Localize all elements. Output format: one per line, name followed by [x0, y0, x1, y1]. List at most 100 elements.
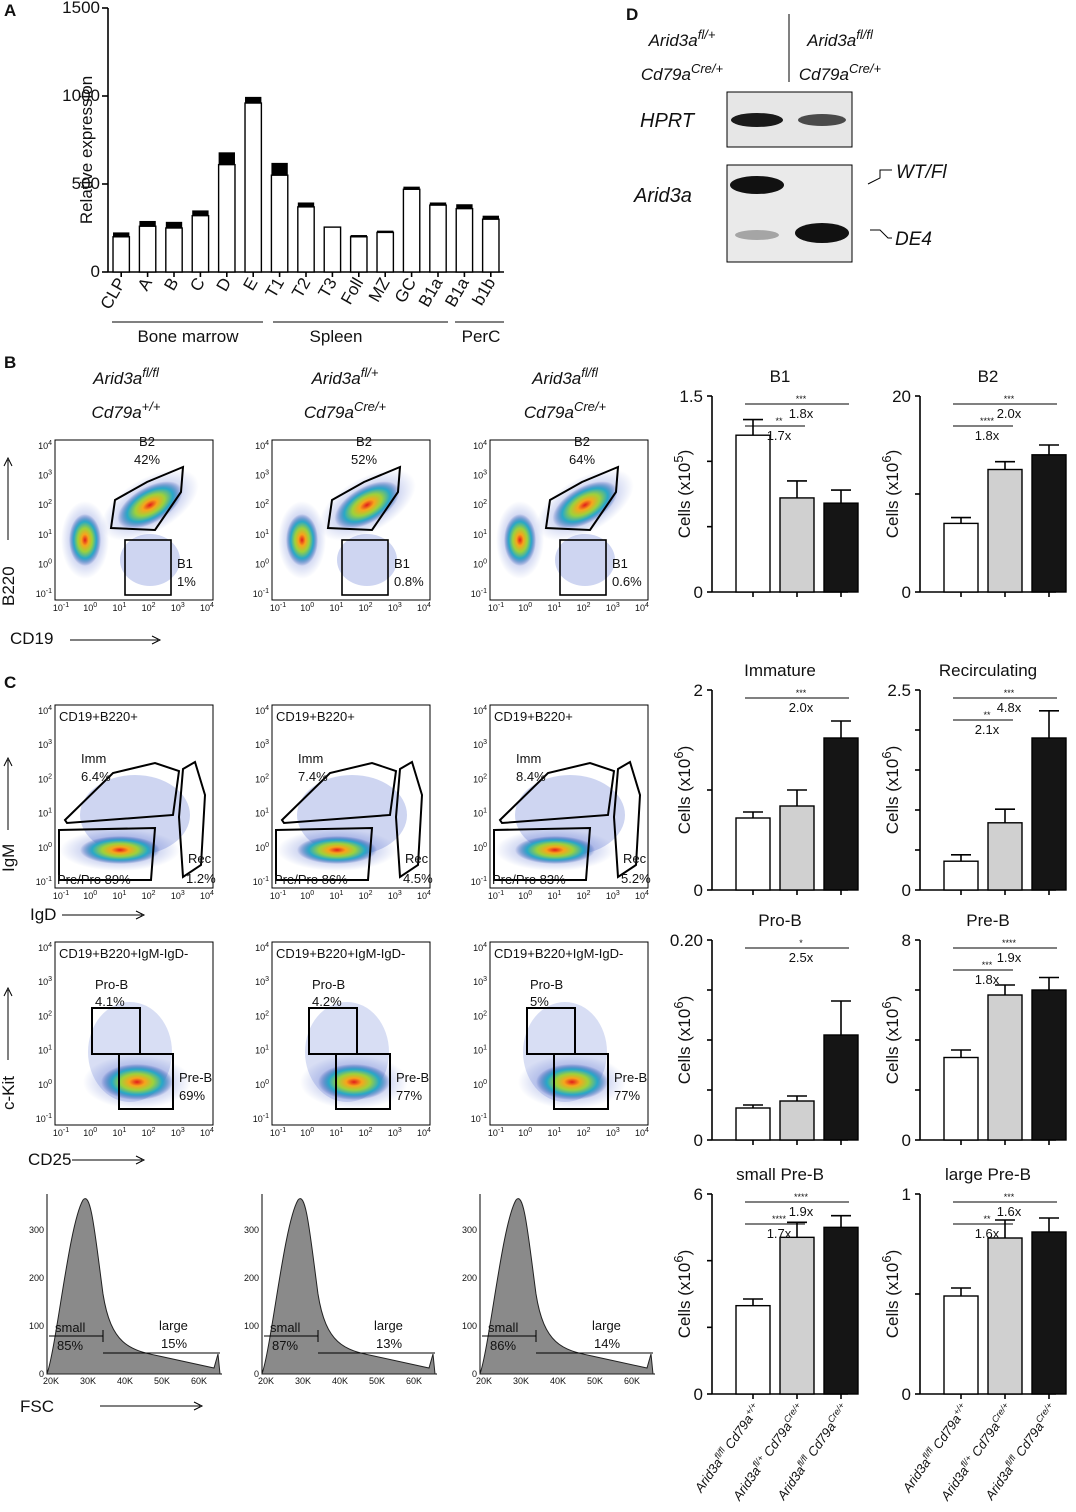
flowc1-xtick-label: 103 — [171, 890, 185, 901]
hist-small-pct: 86% — [490, 1338, 516, 1353]
flowb-ytick-label: 101 — [473, 529, 487, 540]
flowc2-prob-label: Pro-B — [530, 977, 563, 992]
flowc2-xtick-label: 101 — [329, 1127, 343, 1138]
panel-letter-d: D — [626, 5, 638, 24]
flowc2-ytick-label: 104 — [473, 942, 487, 953]
flowc1-pop-density — [297, 836, 377, 864]
chart-a-bar — [349, 236, 368, 273]
flowc1-gate-prepro — [58, 826, 157, 881]
hist-xtick-label: 40K — [332, 1376, 348, 1386]
flowc1-xtick-label: 100 — [83, 890, 97, 901]
flowc2-xtick-label: 104 — [417, 1127, 431, 1138]
flowc1-gate-imm — [280, 761, 398, 825]
chart-sig-fold: 2.1x — [975, 722, 1000, 737]
hist-plot-3: small 86% large 14% 20K 30K 40K 50K 60K 0 100 200 30… — [462, 1194, 655, 1386]
flowc1-xtick-label: 103 — [606, 890, 620, 901]
flowb-ytick-label: 103 — [473, 470, 487, 481]
chart-ytick-label: 6 — [694, 1185, 703, 1204]
flowc2-preb-pct: 69% — [179, 1088, 205, 1103]
flowc1-ytick-label: 101 — [38, 808, 52, 819]
flowc2-ytick-label: 10-1 — [36, 1113, 52, 1124]
chart-title: B1 — [770, 367, 791, 386]
chart-bar — [943, 1056, 979, 1141]
chart-sig-stars: *** — [1004, 394, 1015, 404]
flowb-plot-2: B2 52% B1 0.8% 10-110-1 100 100 101 101 102 102 103… — [253, 434, 431, 613]
flowc2-prob-label: Pro-B — [312, 977, 345, 992]
chart-a-bar — [112, 236, 131, 273]
hist-xtick-label: 20K — [476, 1376, 492, 1386]
hist-ytick-label: 100 — [244, 1321, 259, 1331]
chart-bar — [987, 1237, 1023, 1395]
flowc2-plot-3: CD19+B220+IgM-IgD- Pro-B 5% Pre-B 77% 10-110-… — [471, 941, 649, 1138]
chart-ylabel: Cells (x106) — [671, 746, 694, 835]
flowc1-header: CD19+B220+ — [276, 709, 355, 724]
flowc1-xtick-label: 100 — [518, 890, 532, 901]
chart-ytick-label: 0 — [902, 1131, 911, 1150]
flowb-pop2-density — [334, 481, 400, 529]
flowc2-xtick-label: 103 — [606, 1127, 620, 1138]
flowc2-prob-label: Pro-B — [95, 977, 128, 992]
flowc2-ytick-label: 101 — [255, 1045, 269, 1056]
gel-band-wt-lane1 — [730, 176, 784, 194]
chart-bar — [735, 434, 771, 593]
chart-sig-stars: *** — [796, 688, 807, 698]
hist-ytick-label: 300 — [29, 1225, 44, 1235]
flowc1-rec-label: Rec — [623, 851, 647, 866]
chart-ylabel: Cells (x105) — [671, 450, 694, 539]
chart-a-ylabel: Relative expression — [77, 76, 96, 224]
chart-a-errorbar — [139, 220, 156, 227]
hist-ytick-label: 0 — [472, 1369, 477, 1379]
flowb-ytick-label: 10-1 — [471, 588, 487, 599]
gel-band-hprt-lane1 — [731, 113, 783, 127]
chart-sig-fold: 1.7x — [767, 1226, 792, 1241]
flowc2-header: CD19+B220+IgM-IgD- — [494, 946, 623, 961]
chart-a-bar — [297, 206, 315, 273]
flowb-xtick-label: 101 — [547, 602, 561, 613]
flowb-ytick-label: 100 — [38, 558, 52, 569]
chart-bar — [1031, 1231, 1067, 1395]
flowb-ytick-label: 104 — [38, 440, 52, 451]
chart-sig-fold: 1.9x — [997, 950, 1022, 965]
chart-a-bar — [165, 227, 183, 273]
flowc2-plot-1: CD19+B220+IgM-IgD-Pro-B4.1%Pre-B69%10-11… — [36, 941, 214, 1138]
hist-small-pct: 87% — [272, 1338, 298, 1353]
flowc1-rec-label: Rec — [405, 851, 429, 866]
chart-a-ytick-label: 500 — [72, 174, 100, 193]
hist-xtick-label: 20K — [258, 1376, 274, 1386]
flowc2-ytick-label: 103 — [38, 976, 52, 987]
flowc1-xtick-label: 10-1 — [488, 890, 504, 901]
chart-a-xtick-label: b1b — [469, 275, 500, 309]
flowc2-preb-pct: 77% — [396, 1088, 422, 1103]
flowc1-xtick-label: 102 — [359, 890, 373, 901]
chart-ytick-label: 0 — [694, 583, 703, 602]
flowc2-header: CD19+B220+IgM-IgD- — [276, 946, 405, 961]
hist-small-label: small — [55, 1320, 85, 1335]
hist-ytick-label: 100 — [29, 1321, 44, 1331]
flowc2-ytick-label: 100 — [255, 1079, 269, 1090]
flowb-xaxis-label: CD19 — [10, 629, 53, 648]
chart-sig-fold: 1.8x — [975, 428, 1000, 443]
flowc2-gate-prob — [308, 1007, 358, 1055]
flowb-plot-1: B2 42% B1 1% 10-110-1 100 100 101 101 102 102 103 10… — [36, 434, 214, 613]
flowb-xtick-label: 102 — [577, 602, 591, 613]
flowc1-xtick-label: 101 — [112, 890, 126, 901]
chart-bar — [987, 994, 1023, 1141]
flowc1-xtick-label: 102 — [142, 890, 156, 901]
flowc1-xaxis-label: IgD — [30, 905, 56, 924]
gel-lane2-line1: Arid3afl/fl — [806, 27, 874, 50]
flowb-gate-b1 — [559, 539, 607, 596]
flowc1-ytick-label: 102 — [473, 773, 487, 784]
chart-a-errorbar — [482, 215, 499, 220]
flowb-xtick-label: 102 — [142, 602, 156, 613]
chart-ytick-label: 0 — [902, 583, 911, 602]
hist-ytick-label: 200 — [29, 1273, 44, 1283]
gel-hprt-label: HPRT — [640, 110, 696, 132]
hist-ytick-label: 300 — [462, 1225, 477, 1235]
hist-large-label: large — [592, 1318, 621, 1333]
chart-sig-stars: ** — [983, 710, 991, 720]
flowc2-preb-pct: 77% — [614, 1088, 640, 1103]
flowc1-xtick-label: 102 — [577, 890, 591, 901]
